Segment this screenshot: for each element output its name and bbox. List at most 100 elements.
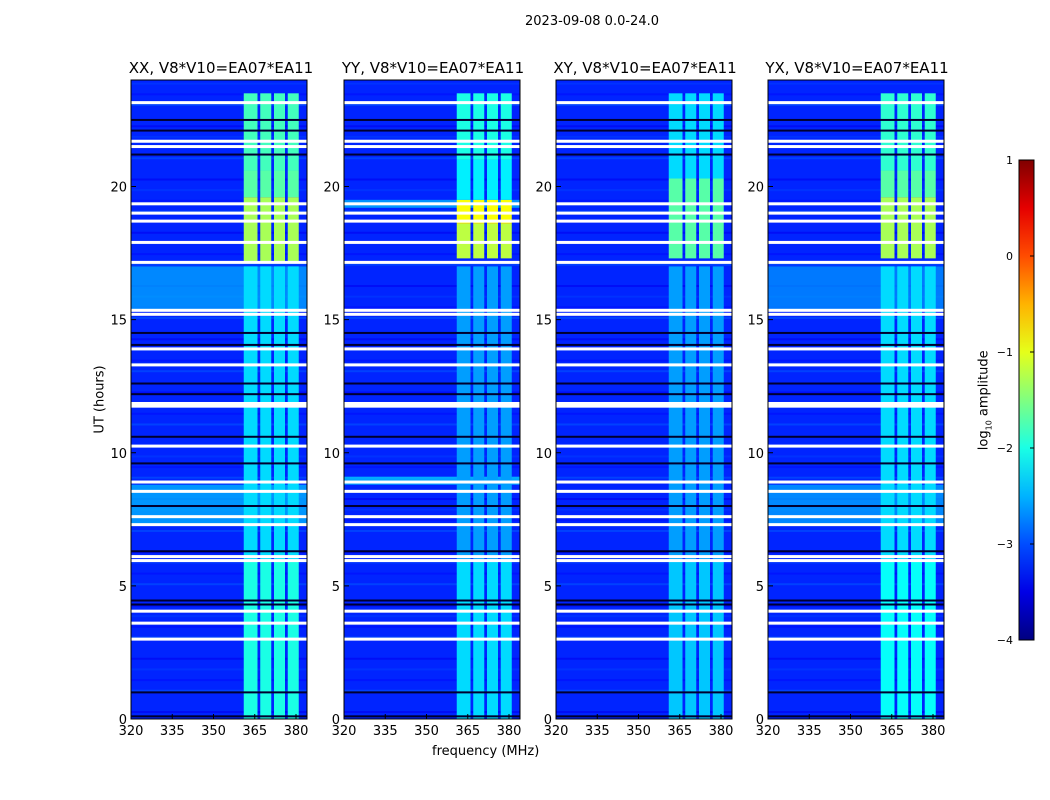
heatmap-noise-row bbox=[131, 93, 307, 96]
heatmap-rfi-cell bbox=[287, 266, 299, 560]
heatmap-flagged-row bbox=[768, 401, 944, 405]
heatmap-noise-row bbox=[768, 316, 944, 319]
heatmap-flagged-row bbox=[556, 312, 732, 316]
heatmap-flagged-row bbox=[768, 139, 944, 143]
heatmap-noise-row bbox=[768, 476, 944, 479]
heatmap-noise-row bbox=[131, 689, 307, 692]
heatmap-flagged-row bbox=[131, 515, 307, 519]
heatmap-noise-row bbox=[556, 583, 732, 586]
heatmap-dark-row bbox=[768, 382, 944, 385]
heatmap-dark-row bbox=[344, 153, 520, 156]
heatmap-noise-row bbox=[131, 327, 307, 330]
heatmap-noise-row bbox=[768, 391, 944, 394]
heatmap-rfi-cell bbox=[911, 266, 922, 560]
x-tick-label: 335 bbox=[797, 724, 822, 739]
heatmap-noise-row bbox=[344, 423, 520, 426]
heatmap-noise-row bbox=[131, 253, 307, 256]
panel-title-yy: YY, V8*V10=EA07*EA11 bbox=[341, 59, 525, 77]
y-tick-label: 5 bbox=[756, 580, 764, 595]
panel-title-xx: XX, V8*V10=EA07*EA11 bbox=[128, 59, 314, 77]
heatmap-dark-row bbox=[344, 462, 520, 465]
heatmap-noise-row bbox=[768, 103, 944, 106]
heatmap-dark-row bbox=[131, 129, 307, 132]
heatmap-rfi-cell bbox=[473, 266, 485, 560]
y-tick-label: 5 bbox=[119, 580, 127, 595]
heatmap-noise-row bbox=[344, 327, 520, 330]
heatmap-noise-row bbox=[344, 167, 520, 170]
heatmap-noise-row bbox=[344, 380, 520, 383]
heatmap-flagged-row bbox=[344, 312, 520, 316]
heatmap-noise-row bbox=[131, 359, 307, 362]
heatmap-noise-row bbox=[768, 583, 944, 586]
heatmap-noise-row bbox=[768, 210, 944, 213]
heatmap-noise-row bbox=[344, 210, 520, 213]
heatmap-dark-row bbox=[344, 331, 520, 334]
heatmap-noise-row bbox=[131, 529, 307, 532]
heatmap-dark-row bbox=[556, 331, 732, 334]
heatmap-noise-row bbox=[768, 423, 944, 426]
heatmap-dark-row bbox=[556, 393, 732, 396]
heatmap-noise-row bbox=[344, 391, 520, 394]
heatmap-rfi-cell bbox=[274, 266, 285, 560]
heatmap-noise-row bbox=[131, 316, 307, 319]
heatmap-dark-row bbox=[768, 603, 944, 606]
panel-frame bbox=[767, 79, 945, 720]
heatmap-rfi-cell bbox=[699, 178, 710, 259]
x-tick-label: 365 bbox=[455, 724, 480, 739]
heatmap-rfi-cell bbox=[487, 93, 498, 160]
heatmap-flagged-row bbox=[344, 401, 520, 405]
heatmap-rfi-cell bbox=[880, 197, 895, 259]
heatmap-rfi-cell bbox=[699, 266, 710, 560]
heatmap-noise-row bbox=[556, 476, 732, 479]
heatmap-noise-row bbox=[344, 434, 520, 437]
heatmap-noise-row bbox=[556, 93, 732, 96]
heatmap-rfi-cell bbox=[473, 159, 485, 200]
y-tick-label: 20 bbox=[747, 181, 764, 196]
heatmap-flagged-row bbox=[344, 363, 520, 367]
heatmap-noise-row bbox=[768, 657, 944, 660]
heatmap-flagged-row bbox=[556, 523, 732, 527]
heatmap-noise-row bbox=[556, 285, 732, 288]
x-tick-label: 365 bbox=[879, 724, 904, 739]
heatmap-flagged-row bbox=[131, 609, 307, 613]
heatmap-noise-row bbox=[344, 93, 520, 96]
heatmap-noise-row bbox=[344, 689, 520, 692]
heatmap-noise-row bbox=[556, 593, 732, 596]
heatmap-dark-row bbox=[131, 382, 307, 385]
heatmap-flagged-row bbox=[768, 219, 944, 223]
heatmap-noise-row bbox=[556, 231, 732, 234]
heatmap-dark-row bbox=[344, 393, 520, 396]
heatmap-flagged-row bbox=[344, 240, 520, 244]
heatmap-noise-row bbox=[556, 636, 732, 639]
heatmap-rfi-cell bbox=[456, 93, 471, 160]
heatmap-flagged-row bbox=[768, 308, 944, 312]
heatmap-flagged-row bbox=[344, 347, 520, 351]
heatmap-noise-row bbox=[131, 370, 307, 373]
heatmap-noise-row bbox=[131, 615, 307, 618]
heatmap-noise-row bbox=[556, 316, 732, 319]
heatmap-noise-row bbox=[344, 519, 520, 522]
heatmap-noise-row bbox=[344, 231, 520, 234]
heatmap-dark-row bbox=[344, 505, 520, 507]
heatmap-flagged-row bbox=[131, 240, 307, 244]
heatmap-noise-row bbox=[768, 359, 944, 362]
heatmap-noise-row bbox=[556, 412, 732, 415]
heatmap-noise-row bbox=[768, 263, 944, 266]
heatmap-dark-row bbox=[556, 691, 732, 694]
panel-frame bbox=[343, 79, 521, 720]
heatmap-dark-row bbox=[768, 691, 944, 694]
y-tick-label: 5 bbox=[544, 580, 552, 595]
heatmap-noise-row bbox=[556, 125, 732, 128]
heatmap-dark-row bbox=[131, 603, 307, 606]
heatmap-flagged-row bbox=[768, 480, 944, 484]
heatmap-noise-row bbox=[131, 466, 307, 469]
heatmap-dark-row bbox=[768, 599, 944, 602]
heatmap-noise-row bbox=[556, 263, 732, 266]
heatmap-rfi-cell bbox=[897, 197, 909, 259]
heatmap-noise-row bbox=[556, 689, 732, 692]
heatmap-noise-row bbox=[344, 657, 520, 660]
heatmap-noise-row bbox=[768, 711, 944, 714]
heatmap-noise-row bbox=[768, 700, 944, 703]
heatmap-noise-row bbox=[344, 679, 520, 682]
heatmap-noise-row bbox=[768, 178, 944, 181]
